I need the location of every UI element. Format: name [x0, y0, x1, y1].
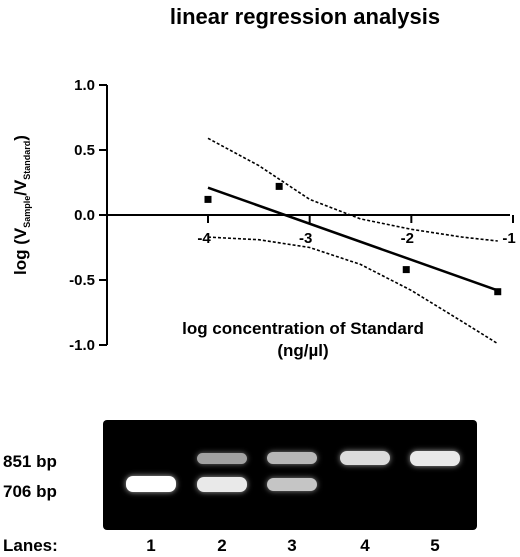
- data-point: [275, 182, 283, 190]
- data-points: [204, 182, 502, 296]
- y-tick-label: 0.5: [74, 142, 95, 159]
- gel-band-706: [197, 476, 247, 492]
- fit-line: [207, 186, 499, 292]
- gel-band-851: [197, 452, 247, 464]
- gel-image: [103, 420, 477, 530]
- y-axis-label: log (VSample/VStandard): [11, 135, 32, 275]
- axes: [106, 85, 510, 345]
- confidence-lower-curve: [207, 236, 499, 345]
- data-point: [494, 288, 502, 296]
- x-tick-label: -1: [502, 230, 515, 247]
- gel-band-706: [126, 476, 176, 492]
- lane-number: 4: [360, 536, 370, 555]
- gel-band-706: [267, 477, 317, 491]
- lane-number: 5: [430, 536, 440, 555]
- x-axis-label-line2: (ng/µl): [277, 341, 328, 360]
- lane-number: 3: [287, 536, 297, 555]
- y-tick-label: -0.5: [69, 272, 95, 289]
- y-tick-label: -1.0: [69, 337, 95, 354]
- chart-title: linear regression analysis: [170, 4, 440, 29]
- regression-line: [207, 186, 499, 292]
- data-point: [402, 266, 410, 274]
- size-label-851: 851 bp: [3, 452, 57, 471]
- x-tick-label: -4: [197, 230, 211, 247]
- lane-number: 1: [146, 536, 156, 555]
- x-tick-label: -2: [401, 230, 414, 247]
- lanes-label: Lanes:: [3, 536, 58, 555]
- regression-chart: linear regression analysis 1.0 0.5 0.0 -0.5…: [11, 4, 516, 360]
- gel-band-851: [340, 451, 390, 465]
- y-tick-label: 0.0: [74, 207, 95, 224]
- confidence-upper-curve: [207, 137, 498, 242]
- x-axis-label-line1: log concentration of Standard: [182, 319, 424, 338]
- gel-band-851: [267, 452, 317, 464]
- x-tick-labels: -4 -3 -2 -1: [197, 215, 516, 247]
- data-point: [204, 195, 212, 203]
- lane-number: 2: [217, 536, 227, 555]
- size-label-706: 706 bp: [3, 482, 57, 501]
- gel-band-851: [410, 450, 460, 466]
- x-tick-label: -3: [299, 230, 312, 247]
- y-tick-labels: 1.0 0.5 0.0 -0.5 -1.0: [69, 77, 107, 354]
- confidence-bands: [207, 137, 499, 345]
- y-tick-label: 1.0: [74, 77, 95, 94]
